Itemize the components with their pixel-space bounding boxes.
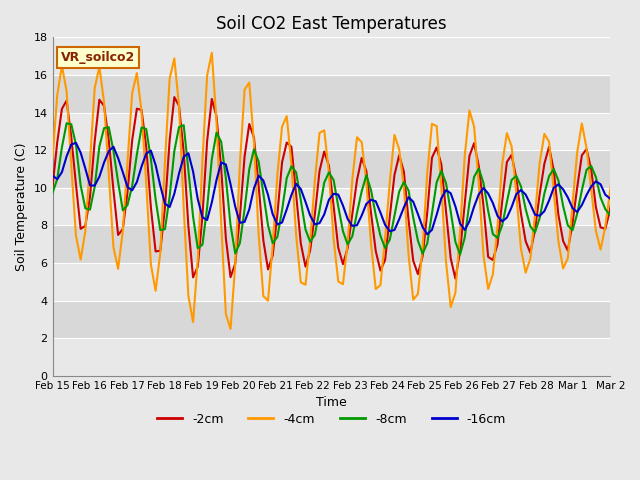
Bar [52,150,611,188]
Bar [52,263,611,300]
Bar [52,300,611,338]
Bar [52,37,611,75]
Bar [52,338,611,376]
X-axis label: Time: Time [316,396,347,409]
Bar [52,75,611,113]
Bar [52,113,611,150]
Y-axis label: Soil Temperature (C): Soil Temperature (C) [15,143,28,271]
Text: VR_soilco2: VR_soilco2 [61,51,135,64]
Bar [52,226,611,263]
Bar [52,188,611,226]
Legend: -2cm, -4cm, -8cm, -16cm: -2cm, -4cm, -8cm, -16cm [152,408,511,431]
Title: Soil CO2 East Temperatures: Soil CO2 East Temperatures [216,15,447,33]
